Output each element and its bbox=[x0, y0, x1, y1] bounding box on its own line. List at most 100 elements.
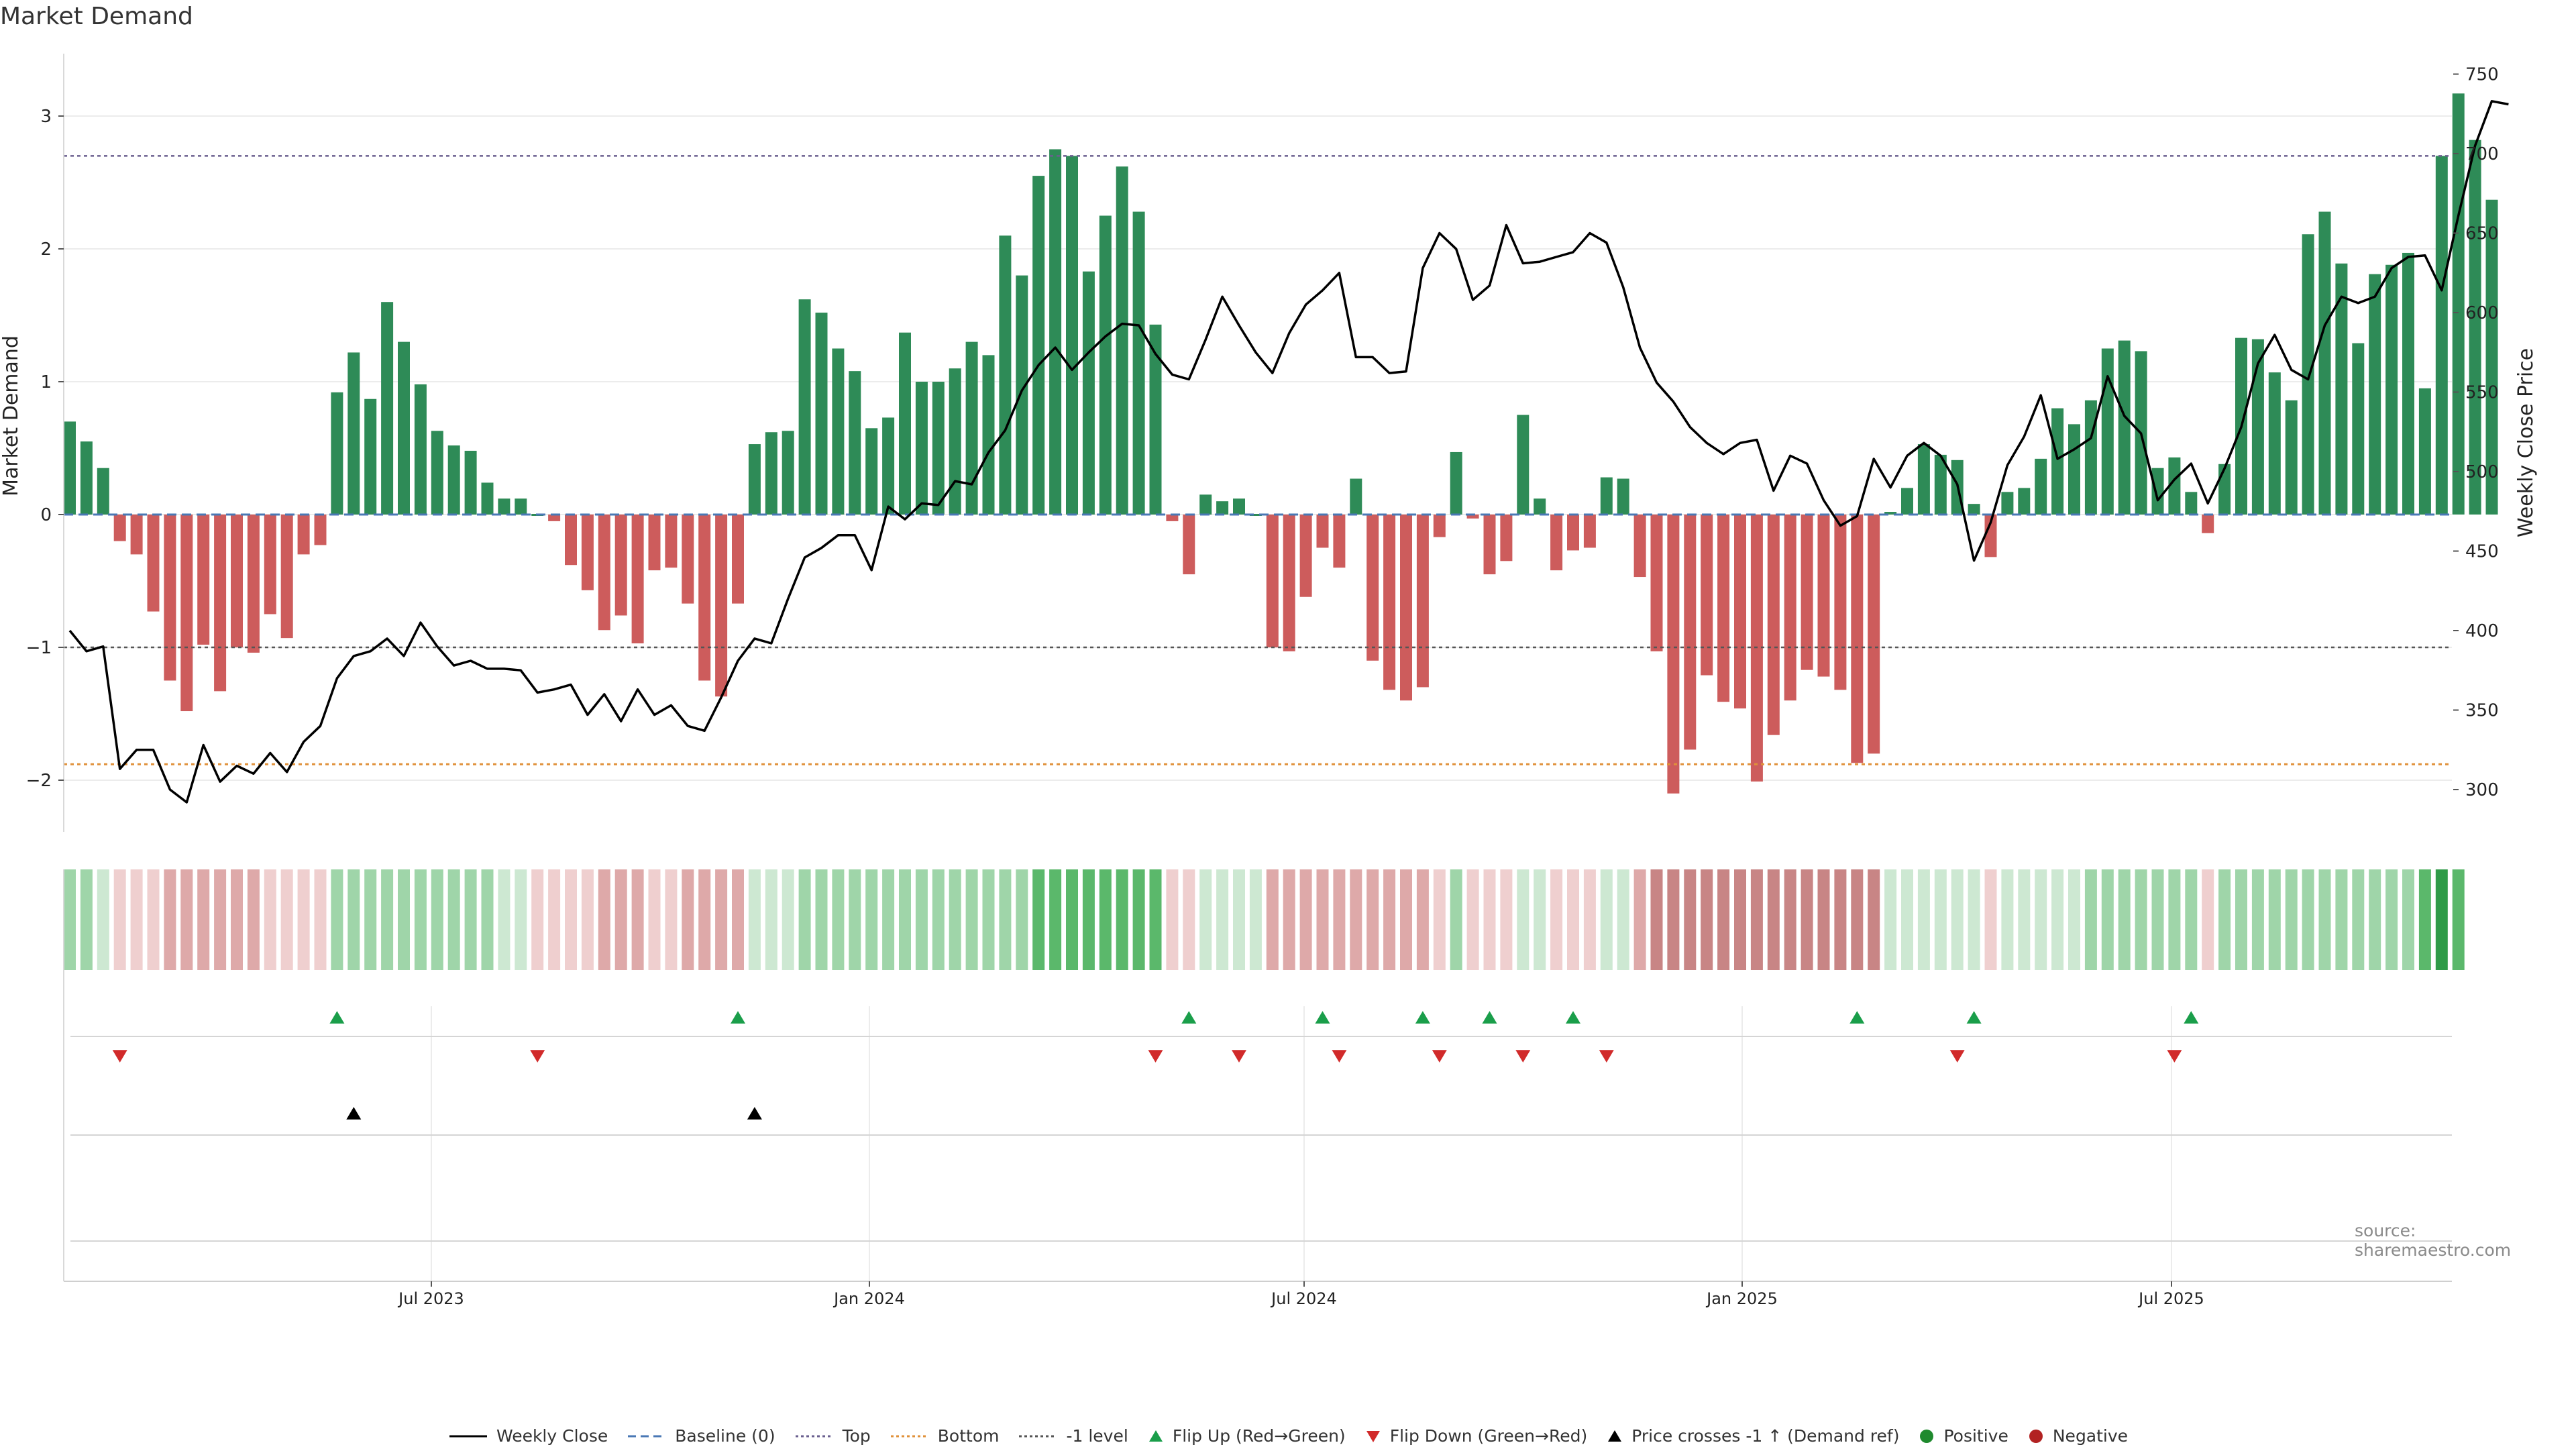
shade-cell bbox=[782, 869, 794, 970]
bar-negative bbox=[1383, 515, 1396, 690]
shade-cell bbox=[231, 869, 243, 970]
shade-cell bbox=[698, 869, 711, 970]
bar-negative bbox=[1851, 515, 1864, 763]
bar-negative bbox=[197, 515, 210, 645]
bar-negative bbox=[1868, 515, 1880, 754]
legend-item: Flip Up (Red→Green) bbox=[1147, 1426, 1346, 1446]
flip-up-marker bbox=[731, 1011, 745, 1024]
shade-cell bbox=[2001, 869, 2014, 970]
bar-negative bbox=[1784, 515, 1796, 701]
bar-positive bbox=[1199, 494, 1212, 515]
bar-positive bbox=[2035, 458, 2047, 515]
y2tick-label: 450 bbox=[2465, 542, 2499, 562]
bar-negative bbox=[1416, 515, 1429, 688]
bar-positive bbox=[398, 341, 410, 515]
circle-icon bbox=[1920, 1429, 1934, 1443]
flip-down-marker bbox=[1432, 1050, 1447, 1063]
legend-label: Flip Down (Green→Red) bbox=[1389, 1426, 1588, 1446]
bar-positive bbox=[2101, 348, 2114, 515]
y2tick-label: 550 bbox=[2465, 383, 2499, 403]
bar-positive bbox=[915, 382, 928, 515]
shade-cell bbox=[214, 869, 227, 970]
event-markers bbox=[70, 1011, 2452, 1242]
shade-cell bbox=[1834, 869, 1847, 970]
bar-negative bbox=[164, 515, 176, 681]
bar-negative bbox=[1500, 515, 1513, 561]
shade-cell bbox=[565, 869, 577, 970]
shade-cell bbox=[264, 869, 276, 970]
bar-positive bbox=[1082, 271, 1095, 515]
shade-cell bbox=[1299, 869, 1312, 970]
chart-title: Market Demand bbox=[0, 3, 193, 30]
flip-down-marker bbox=[112, 1050, 127, 1063]
bar-positive bbox=[999, 235, 1012, 515]
shade-cell bbox=[1550, 869, 1563, 970]
shade-cell bbox=[1917, 869, 1930, 970]
reference-lines bbox=[64, 155, 2452, 765]
shade-cell bbox=[481, 869, 494, 970]
ytick-label: 1 bbox=[40, 372, 52, 392]
bar-negative bbox=[1366, 515, 1379, 661]
y2tick-label: 750 bbox=[2465, 65, 2499, 85]
bar-positive bbox=[464, 450, 477, 515]
shade-cell bbox=[381, 869, 394, 970]
bar-positive bbox=[932, 382, 945, 515]
bar-positive bbox=[1049, 149, 1062, 515]
bar-negative bbox=[565, 515, 577, 566]
shade-cell bbox=[1216, 869, 1229, 970]
bar-positive bbox=[982, 355, 995, 515]
legend-item: Positive bbox=[1918, 1426, 2008, 1446]
ytick-label: 2 bbox=[40, 239, 52, 260]
bar-negative bbox=[1483, 515, 1496, 575]
bar-positive bbox=[1450, 451, 1462, 515]
bar-positive bbox=[1934, 454, 1947, 515]
legend-item: Top bbox=[794, 1426, 871, 1446]
bar-negative bbox=[1400, 515, 1412, 701]
bar-positive bbox=[1249, 514, 1262, 516]
bar-positive bbox=[2068, 424, 2080, 515]
shade-cell bbox=[2101, 869, 2114, 970]
bar-positive bbox=[965, 341, 978, 515]
bar-positive bbox=[2302, 234, 2314, 515]
shade-cell bbox=[1851, 869, 1864, 970]
shade-cell bbox=[1600, 869, 1613, 970]
shade-cell bbox=[2202, 869, 2214, 970]
bar-negative bbox=[715, 515, 728, 697]
bar-negative bbox=[314, 515, 327, 545]
shade-cell bbox=[447, 869, 460, 970]
bar-positive bbox=[498, 498, 511, 515]
shade-cell bbox=[2452, 869, 2465, 970]
shade-cell bbox=[197, 869, 210, 970]
bar-positive bbox=[1917, 444, 1930, 515]
bar-negative bbox=[1684, 515, 1697, 750]
flip-down-marker bbox=[530, 1050, 545, 1063]
legend-item: Weekly Close bbox=[448, 1426, 608, 1446]
bar-positive bbox=[1132, 211, 1145, 515]
shade-cell bbox=[1132, 869, 1145, 970]
shade-cell bbox=[297, 869, 310, 970]
flip-down-marker bbox=[1148, 1050, 1163, 1063]
bar-negative bbox=[1466, 515, 1479, 519]
bar-positive bbox=[865, 428, 878, 515]
shade-cell bbox=[614, 869, 627, 970]
flip-up-marker bbox=[1181, 1011, 1197, 1024]
shade-cell bbox=[1750, 869, 1763, 970]
shade-cell bbox=[331, 869, 343, 970]
shade-cell bbox=[1583, 869, 1596, 970]
price-cross-marker bbox=[747, 1107, 762, 1120]
bar-negative bbox=[665, 515, 678, 568]
xtick-label: Jul 2023 bbox=[397, 1289, 464, 1308]
flip-up-marker bbox=[1415, 1011, 1430, 1024]
bar-positive bbox=[1534, 498, 1546, 515]
demand-bars bbox=[64, 93, 2498, 794]
shade-cell bbox=[515, 869, 527, 970]
demand-shade-strip bbox=[64, 869, 2465, 970]
line-dotted-icon bbox=[890, 1435, 928, 1437]
shade-cell bbox=[1366, 869, 1379, 970]
y2tick-label: 650 bbox=[2465, 224, 2499, 244]
axes: −2 −1 0 1 2 3 Market Demand 300 350 400 450 500 550 6… bbox=[0, 54, 2538, 1308]
bar-negative bbox=[648, 515, 661, 571]
bar-negative bbox=[1433, 515, 1446, 537]
bar-positive bbox=[832, 348, 845, 515]
bar-negative bbox=[1767, 515, 1780, 735]
